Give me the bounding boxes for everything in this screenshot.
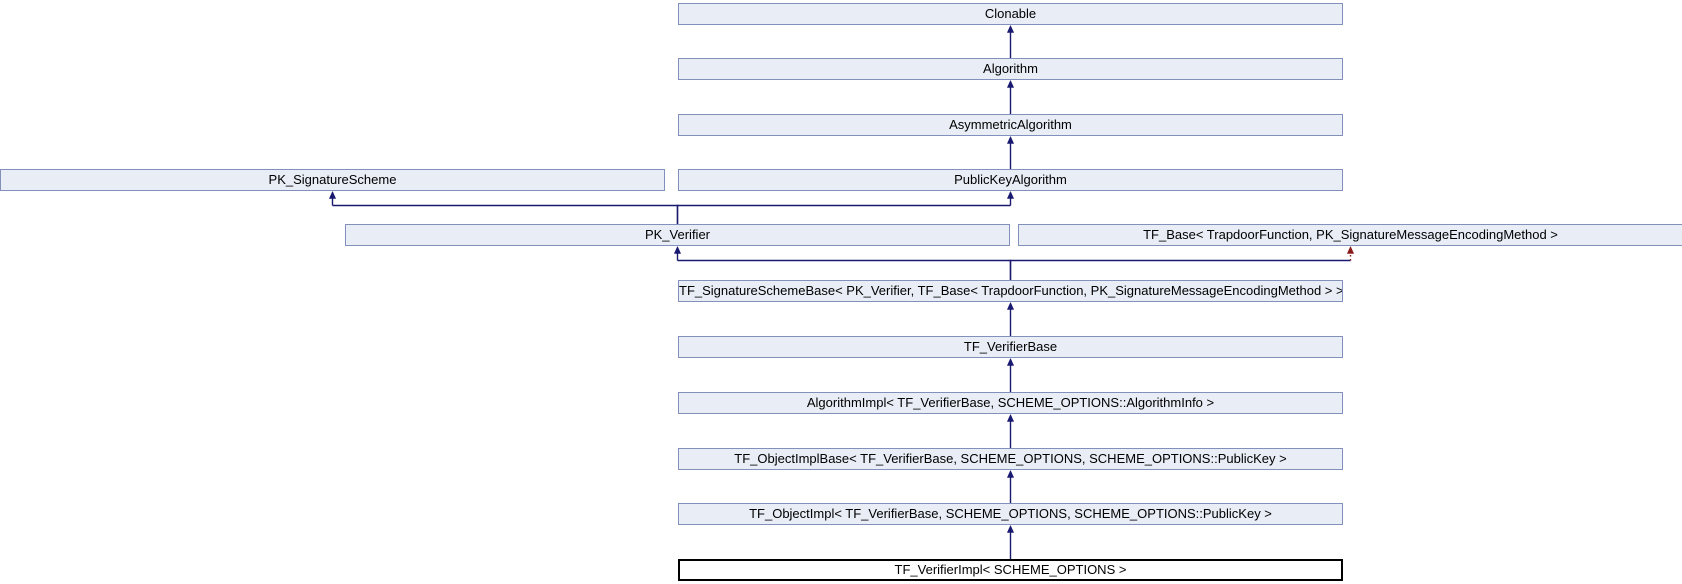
class-node-public-key-algorithm[interactable]: PublicKeyAlgorithm (678, 169, 1343, 191)
edge-tf-signature-scheme-base-to-tf-base-trunk (1009, 259, 1351, 280)
class-node-label: TF_ObjectImpl< TF_VerifierBase, SCHEME_O… (749, 506, 1272, 521)
edge-public-key-algorithm-to-asymmetric-algorithm-arrowhead (1006, 135, 1015, 144)
class-node-tf-base[interactable]: TF_Base< TrapdoorFunction, PK_SignatureM… (1018, 224, 1682, 246)
class-node-label: PK_SignatureScheme (268, 172, 397, 187)
class-node-pk-signature-scheme[interactable]: PK_SignatureScheme (0, 169, 665, 191)
class-node-label: PublicKeyAlgorithm (954, 172, 1067, 187)
class-node-tf-object-impl-base[interactable]: TF_ObjectImplBase< TF_VerifierBase, SCHE… (678, 448, 1343, 470)
edge-tf-verifier-impl-to-tf-object-impl-arrowhead (1006, 524, 1015, 533)
class-node-algorithm[interactable]: Algorithm (678, 58, 1343, 80)
class-node-label: TF_ObjectImplBase< TF_VerifierBase, SCHE… (734, 451, 1287, 466)
edge-pk-verifier-to-pk-signature-scheme-arrowhead (328, 190, 337, 199)
class-node-asymmetric-algorithm[interactable]: AsymmetricAlgorithm (678, 114, 1343, 136)
class-node-label: AsymmetricAlgorithm (949, 117, 1072, 132)
edge-pk-verifier-to-public-key-algorithm-trunk (676, 204, 1011, 224)
edge-tf-signature-scheme-base-to-pk-verifier-arrowhead (673, 245, 682, 254)
edge-asymmetric-algorithm-to-algorithm-arrowhead (1006, 79, 1015, 88)
class-node-tf-signature-scheme-base[interactable]: TF_SignatureSchemeBase< PK_Verifier, TF_… (678, 280, 1343, 302)
edge-tf-object-impl-to-tf-object-impl-base-arrowhead (1006, 469, 1015, 478)
class-node-label: PK_Verifier (644, 227, 711, 242)
class-node-tf-object-impl[interactable]: TF_ObjectImpl< TF_VerifierBase, SCHEME_O… (678, 503, 1343, 525)
class-node-pk-verifier[interactable]: PK_Verifier (345, 224, 1010, 246)
class-node-label: TF_SignatureSchemeBase< PK_Verifier, TF_… (679, 283, 1343, 298)
class-node-label: TF_VerifierImpl< SCHEME_OPTIONS > (894, 562, 1127, 577)
class-node-tf-verifier-base[interactable]: TF_VerifierBase (678, 336, 1343, 358)
class-node-label: Algorithm (983, 61, 1038, 76)
edge-tf-signature-scheme-base-to-tf-base-arrowhead (1346, 245, 1355, 254)
edge-pk-verifier-to-pk-signature-scheme-trunk (332, 204, 679, 224)
edge-algorithm-to-clonable-arrowhead (1006, 24, 1015, 33)
class-node-clonable[interactable]: Clonable (678, 3, 1343, 25)
edge-tf-verifier-base-to-tf-signature-scheme-base-arrowhead (1006, 301, 1015, 310)
class-node-label: TF_VerifierBase (963, 339, 1058, 354)
edge-pk-verifier-to-public-key-algorithm-arrowhead (1006, 190, 1015, 199)
class-node-label: Clonable (984, 6, 1037, 21)
class-node-algorithm-impl[interactable]: AlgorithmImpl< TF_VerifierBase, SCHEME_O… (678, 392, 1343, 414)
edge-tf-signature-scheme-base-to-pk-verifier-trunk (677, 259, 1012, 280)
class-node-tf-verifier-impl: TF_VerifierImpl< SCHEME_OPTIONS > (678, 559, 1343, 581)
class-node-label: TF_Base< TrapdoorFunction, PK_SignatureM… (1143, 227, 1558, 242)
edge-algorithm-impl-to-tf-verifier-base-arrowhead (1006, 357, 1015, 366)
edge-tf-object-impl-base-to-algorithm-impl-arrowhead (1006, 413, 1015, 422)
class-node-label: AlgorithmImpl< TF_VerifierBase, SCHEME_O… (806, 395, 1215, 410)
